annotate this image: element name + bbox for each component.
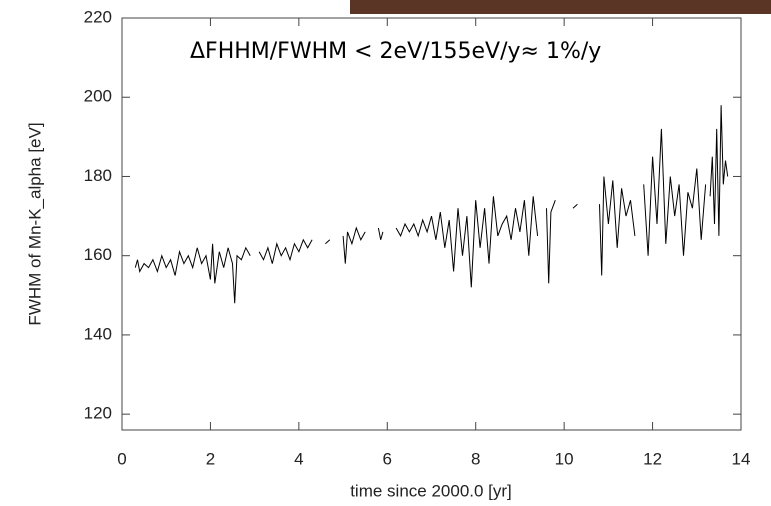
y-tick-label: 120: [84, 404, 112, 423]
y-tick-label: 180: [84, 166, 112, 185]
header-strip: [350, 0, 771, 14]
y-tick-label: 140: [84, 324, 112, 343]
x-tick-label: 6: [383, 449, 392, 468]
y-tick-label: 160: [84, 245, 112, 264]
y-tick-label: 200: [84, 87, 112, 106]
x-tick-label: 10: [555, 449, 574, 468]
x-tick-label: 8: [471, 449, 480, 468]
y-axis-label: FWHM of Mn-K_alpha [eV]: [25, 122, 44, 325]
data-line: [134, 105, 729, 304]
x-tick-label: 14: [732, 449, 751, 468]
x-tick-label: 4: [294, 449, 303, 468]
x-tick-label: 2: [206, 449, 215, 468]
plot-frame: [121, 17, 742, 431]
x-axis-label: time since 2000.0 [yr]: [350, 481, 512, 500]
annotation: ΔFHHM/FWHM < 2eV/155eV/y≈ 1%/y: [190, 39, 601, 64]
x-tick-label: 0: [117, 449, 126, 468]
x-tick-label: 12: [643, 449, 662, 468]
y-tick-label: 220: [84, 7, 112, 26]
